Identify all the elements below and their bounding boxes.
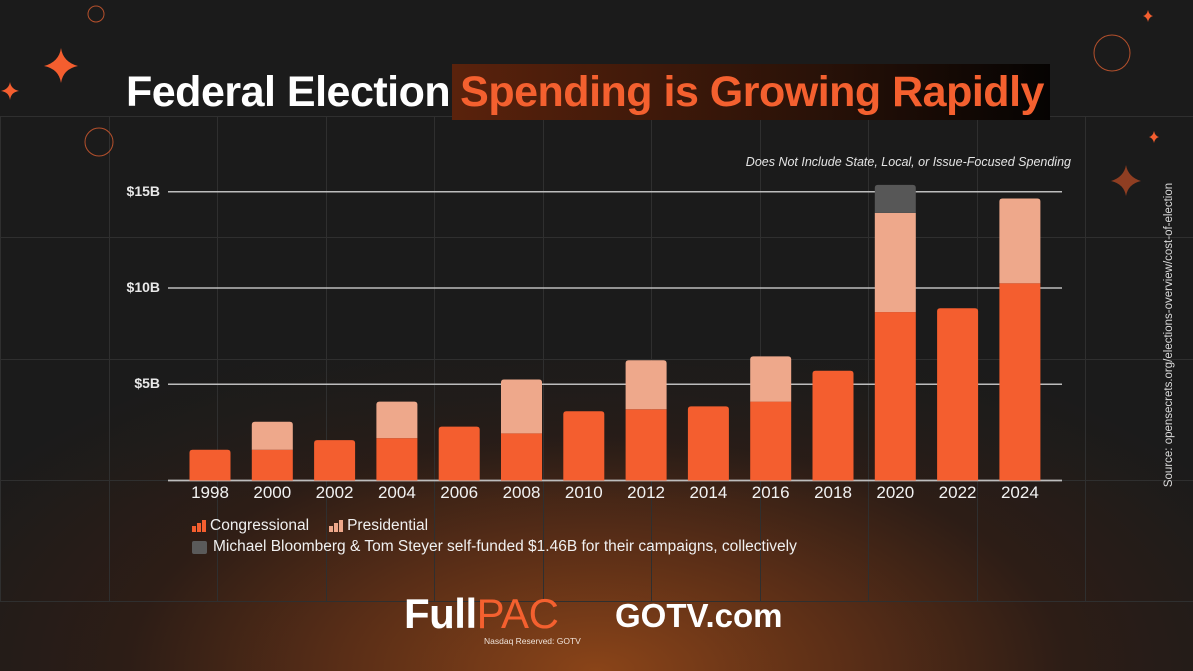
sparkle-icon — [44, 48, 78, 83]
bar-congressional — [251, 449, 293, 481]
legend-congressional: Congressional — [192, 517, 309, 535]
bar-congressional — [314, 440, 356, 481]
x-tick-label: 2002 — [315, 483, 354, 502]
legend-row-2: Michael Bloomberg & Tom Steyer self-fund… — [192, 538, 797, 556]
bar-presidential — [501, 379, 542, 434]
brand-pac: PAC — [476, 590, 559, 637]
bar-congressional — [937, 308, 979, 481]
bar-group-2006 — [438, 426, 480, 481]
bar-group-2000 — [251, 421, 293, 481]
bar-congressional — [438, 426, 480, 481]
bar-group-2002 — [314, 440, 356, 481]
x-tick-label: 2024 — [1000, 483, 1039, 502]
bar-presidential — [251, 421, 293, 450]
x-tick-label: 2012 — [627, 483, 665, 502]
bar-presidential — [750, 356, 792, 402]
bar-group-2008 — [501, 379, 542, 481]
bar-congressional — [501, 433, 542, 481]
website-link[interactable]: GOTV.com — [615, 597, 783, 634]
bar-presidential — [874, 212, 916, 313]
sparkle-icon — [1149, 131, 1159, 143]
bar-chart-icon — [329, 520, 344, 532]
chart-bars — [189, 184, 1041, 481]
x-tick-label: 2008 — [502, 483, 541, 502]
bar-presidential — [376, 401, 418, 439]
x-tick-label: 2018 — [814, 483, 852, 502]
bar-congressional — [750, 401, 792, 481]
title-highlight: Spending is Growing Rapidly — [452, 64, 1050, 120]
bar-congressional — [625, 409, 667, 481]
x-tick-label: 2004 — [377, 483, 416, 502]
legend-presidential: Presidential — [329, 517, 428, 535]
page-title: Federal Election Spending is Growing Rapi… — [126, 64, 1050, 120]
bar-congressional — [874, 312, 916, 481]
decorations — [1, 5, 1159, 196]
ring-icon — [87, 5, 105, 23]
bar-congressional — [376, 438, 418, 481]
legend-self-funded-swatch — [192, 540, 207, 554]
ring-icon — [84, 127, 114, 157]
fullpac-logo: FullPAC — [404, 590, 559, 637]
legend-congressional-label: Congressional — [210, 517, 310, 534]
bar-group-2018 — [812, 370, 854, 481]
bar-congressional — [189, 449, 231, 481]
brand-full: Full — [404, 590, 477, 637]
y-tick-label: $15B — [126, 182, 160, 199]
x-tick-label: 1998 — [191, 483, 229, 502]
bar-congressional — [687, 406, 729, 481]
sparkle-icon — [1143, 10, 1153, 22]
x-tick-label: 2022 — [938, 483, 977, 502]
sparkle-icon — [1111, 165, 1141, 196]
title-part-1: Federal Election — [126, 68, 451, 116]
bar-presidential — [625, 360, 667, 410]
x-tick-label: 2000 — [253, 483, 292, 502]
source-citation: Source: opensecrets.org/elections-overvi… — [1163, 182, 1175, 488]
bar-group-2016 — [750, 356, 792, 481]
x-tick-label: 2010 — [564, 483, 603, 502]
x-tick-label: 2016 — [751, 483, 790, 502]
chart-note: Does Not Include State, Local, or Issue-… — [745, 155, 1071, 169]
sparkle-icon — [1, 82, 19, 100]
legend-row-1: Congressional Presidential — [192, 517, 448, 535]
bar-congressional — [999, 283, 1041, 481]
bar-group-2014 — [687, 406, 729, 481]
x-tick-label: 2020 — [876, 483, 915, 502]
x-tick-label: 2006 — [440, 483, 479, 502]
legend-self-funded-label: Michael Bloomberg & Tom Steyer self-fund… — [213, 538, 797, 555]
ring-icon — [1093, 34, 1131, 72]
y-tick-label: $10B — [126, 279, 160, 295]
bar-self_funded — [874, 184, 916, 213]
bar-group-2020 — [874, 184, 916, 481]
bar-presidential — [999, 198, 1041, 284]
bar-group-1998 — [189, 449, 231, 481]
ticker-note: Nasdaq Reserved: GOTV — [484, 636, 581, 646]
bar-group-2022 — [937, 308, 979, 481]
bar-congressional — [812, 370, 854, 481]
bar-group-2024 — [999, 198, 1041, 481]
x-tick-label: 2014 — [689, 483, 728, 502]
bar-chart-icon — [192, 520, 206, 532]
legend-presidential-label: Presidential — [347, 517, 429, 534]
chart-gridlines — [168, 190, 1062, 482]
bar-group-2010 — [563, 411, 605, 481]
y-tick-label: $5B — [134, 375, 160, 392]
bar-group-2004 — [376, 401, 418, 481]
bar-group-2012 — [625, 360, 667, 481]
bar-congressional — [563, 411, 605, 481]
